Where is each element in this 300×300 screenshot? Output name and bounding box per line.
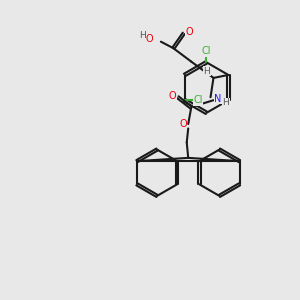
Text: Cl: Cl	[202, 46, 211, 56]
Text: O: O	[146, 34, 153, 44]
Text: H: H	[139, 31, 146, 40]
Text: H: H	[223, 98, 229, 107]
Text: O: O	[185, 27, 193, 37]
Text: O: O	[179, 119, 187, 129]
Text: O: O	[169, 91, 176, 101]
Text: H: H	[204, 67, 210, 76]
Text: Cl: Cl	[193, 95, 203, 105]
Text: N: N	[214, 94, 222, 104]
